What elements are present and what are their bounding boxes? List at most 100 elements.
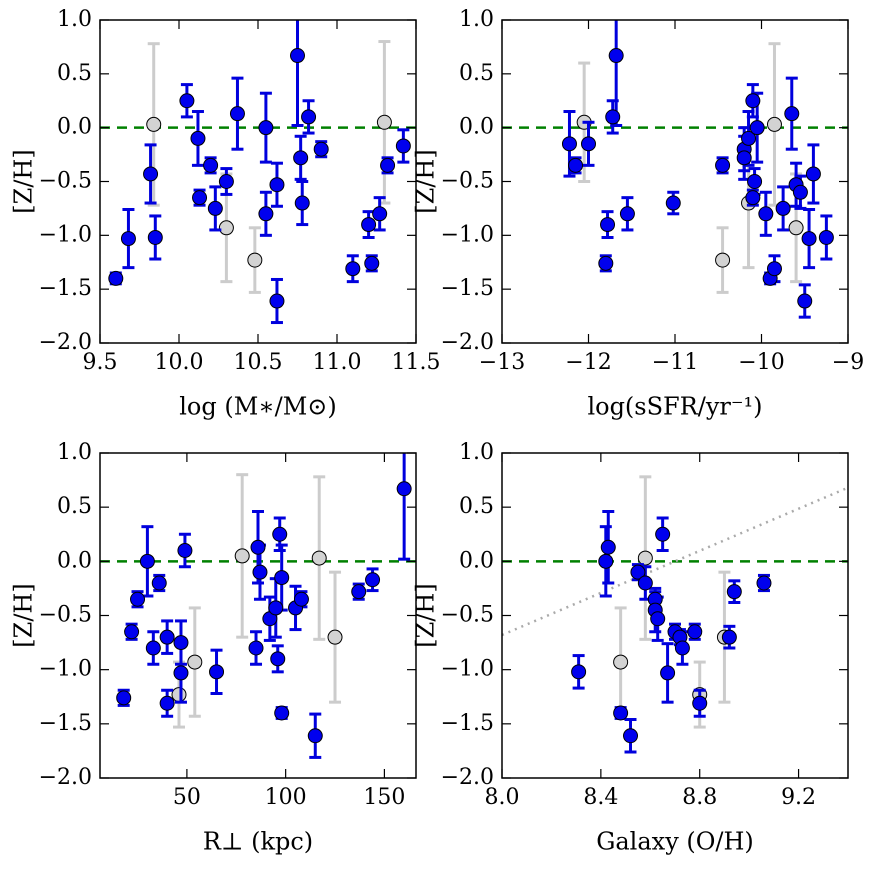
point	[372, 206, 388, 222]
x-tick-label: 10.5	[234, 350, 283, 375]
point	[247, 252, 263, 268]
x-tick-label: −9	[832, 350, 864, 375]
point	[145, 640, 161, 656]
x-axis-label: Galaxy (O/H)	[596, 828, 754, 856]
y-tick-label: −1.5	[39, 711, 92, 736]
point	[747, 174, 763, 189]
point	[396, 481, 412, 497]
y-tick-label: 1.0	[459, 440, 494, 465]
point	[116, 690, 132, 706]
point	[192, 190, 208, 206]
y-tick-label: 0.0	[459, 115, 494, 140]
y-tick-label: −2.0	[39, 330, 92, 355]
point	[218, 174, 234, 189]
point	[327, 629, 343, 645]
x-tick-label: 50	[173, 785, 201, 810]
point	[598, 255, 614, 271]
point	[252, 564, 268, 580]
point	[177, 543, 193, 558]
point	[721, 629, 737, 645]
point	[351, 584, 367, 600]
point	[623, 728, 639, 744]
point	[715, 252, 731, 268]
y-tick-label: −1.0	[39, 657, 92, 682]
point	[274, 570, 290, 586]
point	[756, 575, 772, 591]
point	[139, 553, 155, 569]
point	[784, 106, 800, 122]
point	[376, 114, 392, 130]
point	[269, 177, 285, 193]
point	[345, 261, 361, 277]
y-tick-label: −2.0	[39, 765, 92, 790]
point	[159, 629, 175, 645]
point	[674, 640, 690, 656]
point	[619, 206, 635, 222]
point	[758, 206, 774, 222]
point	[692, 695, 708, 711]
y-tick-label: 0.5	[459, 494, 494, 519]
panel: −2.0 −1.5 −1.0 −0.5 0.0 0.5 1.0 9.5 10.0 10.5 11.0…	[10, 7, 441, 421]
x-tick-label: 150	[363, 785, 405, 810]
y-tick-label: 1.0	[57, 7, 92, 32]
point	[726, 584, 742, 600]
point	[293, 150, 309, 166]
point	[766, 261, 782, 277]
y-tick-label: −2.0	[441, 330, 494, 355]
point	[159, 695, 175, 711]
point	[207, 200, 223, 216]
x-tick-label: −11	[652, 350, 698, 375]
point	[293, 591, 309, 607]
point	[561, 136, 577, 152]
y-tick-label: 0.5	[57, 61, 92, 86]
plot-area	[502, 475, 848, 754]
point	[788, 220, 804, 236]
point	[203, 157, 219, 173]
point	[311, 550, 327, 566]
point	[792, 184, 808, 200]
x-tick-label: 8.0	[485, 785, 520, 810]
x-axis-label: log(sSFR/yr⁻¹)	[587, 393, 762, 421]
point	[630, 564, 646, 580]
x-tick-label: 8.4	[583, 785, 618, 810]
point	[805, 166, 821, 182]
point	[234, 548, 250, 564]
point	[173, 635, 189, 651]
plot-area	[100, 20, 416, 325]
y-axis-label: [Z/H]	[10, 149, 38, 213]
panel: −2.0 −1.5 −1.0 −0.5 0.0 0.5 1.0 −13 −12 −11 −10 −9 l…	[412, 7, 865, 421]
axes-frame	[99, 19, 417, 344]
point	[598, 553, 614, 569]
point	[749, 120, 765, 136]
point	[655, 526, 671, 542]
point	[650, 611, 666, 627]
point	[605, 109, 621, 125]
point	[745, 190, 761, 206]
point	[270, 651, 286, 667]
point	[248, 640, 264, 656]
point	[190, 130, 206, 146]
point	[307, 728, 323, 744]
point	[600, 217, 616, 233]
y-tick-label: 0.5	[57, 494, 92, 519]
panel: −2.0 −1.5 −1.0 −0.5 0.0 0.5 1.0 50 100 150 R⊥ (kpc…	[10, 440, 417, 856]
point	[581, 136, 596, 152]
point	[801, 231, 817, 247]
y-tick-label: −1.5	[39, 276, 92, 301]
axes-frame	[501, 452, 849, 779]
point	[147, 229, 163, 245]
y-tick-label: −1.5	[441, 711, 494, 736]
point	[274, 705, 290, 721]
point	[209, 664, 225, 680]
point	[775, 200, 791, 216]
point	[745, 93, 761, 109]
x-tick-label: −10	[738, 350, 784, 375]
x-tick-label: 9.2	[781, 785, 816, 810]
point	[120, 231, 136, 247]
point	[258, 120, 274, 136]
y-axis-label: [Z/H]	[412, 583, 440, 647]
x-tick-label: 100	[265, 785, 307, 810]
point	[269, 293, 285, 309]
point	[687, 624, 703, 640]
point	[361, 217, 377, 233]
